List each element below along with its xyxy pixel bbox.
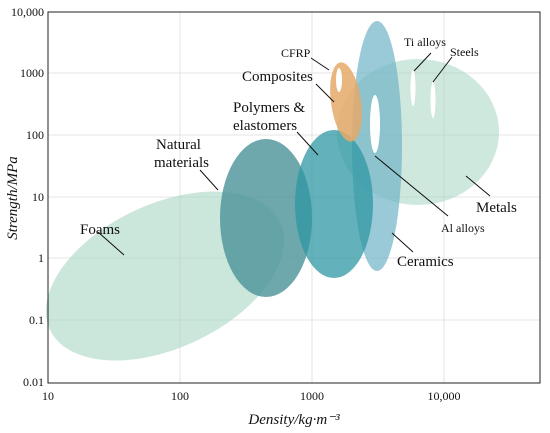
- x-tick-label: 10,000: [428, 389, 461, 403]
- envelope-cfrp: [336, 68, 342, 92]
- plot-frame: [47, 11, 541, 384]
- label-polymers-line2: elastomers: [233, 118, 297, 134]
- envelope-polymers: [295, 130, 373, 278]
- envelope-al-alloys: [370, 95, 380, 153]
- envelope-natural-materials: [220, 139, 312, 297]
- leader-lines: [97, 52, 491, 256]
- label-natural-materials-line1: Natural: [156, 137, 201, 153]
- y-tick-label: 100: [26, 128, 44, 142]
- label-ti-alloys: Ti alloys: [404, 35, 446, 49]
- leader-al-alloys: [374, 155, 449, 217]
- label-steels: Steels: [450, 45, 479, 59]
- x-tick-label: 100: [171, 389, 189, 403]
- y-tick-label: 0.01: [23, 375, 44, 389]
- leader-steels: [432, 56, 453, 83]
- y-tick-label: 1000: [20, 66, 44, 80]
- label-foams: Foams: [80, 222, 120, 238]
- leader-cfrp: [310, 57, 330, 71]
- material-envelopes: [45, 21, 499, 361]
- leader-natural-materials: [199, 169, 219, 191]
- envelope-labels: Foams Natural materials Polymers & elast…: [80, 35, 517, 270]
- y-axis-title: Strength/MPa: [5, 156, 21, 240]
- x-tick-labels: 10 100 1000 10,000: [42, 389, 461, 403]
- label-al-alloys: Al alloys: [441, 221, 485, 235]
- leader-ti-alloys: [413, 52, 432, 72]
- leader-foams: [97, 231, 125, 256]
- y-tick-label: 10,000: [11, 5, 44, 19]
- x-axis-title: Density/kg·m⁻³: [247, 412, 340, 428]
- label-polymers-line1: Polymers &: [233, 100, 305, 116]
- label-metals: Metals: [476, 200, 517, 216]
- y-tick-label: 10: [32, 190, 44, 204]
- label-natural-materials-line2: materials: [154, 155, 209, 171]
- x-tick-label: 1000: [300, 389, 324, 403]
- leader-ceramics: [391, 232, 414, 253]
- leader-composites: [315, 83, 335, 103]
- y-tick-label: 1: [38, 251, 44, 265]
- label-ceramics: Ceramics: [397, 254, 454, 270]
- envelope-steels: [430, 82, 436, 118]
- label-composites: Composites: [242, 69, 313, 85]
- leader-metals: [465, 175, 491, 197]
- leader-polymers: [296, 131, 319, 156]
- y-tick-label: 0.1: [29, 313, 44, 327]
- y-tick-labels: 0.01 0.1 1 10 100 1000 10,000: [11, 5, 44, 389]
- envelope-ti-alloys: [410, 70, 416, 106]
- label-cfrp: CFRP: [281, 46, 311, 60]
- x-tick-label: 10: [42, 389, 54, 403]
